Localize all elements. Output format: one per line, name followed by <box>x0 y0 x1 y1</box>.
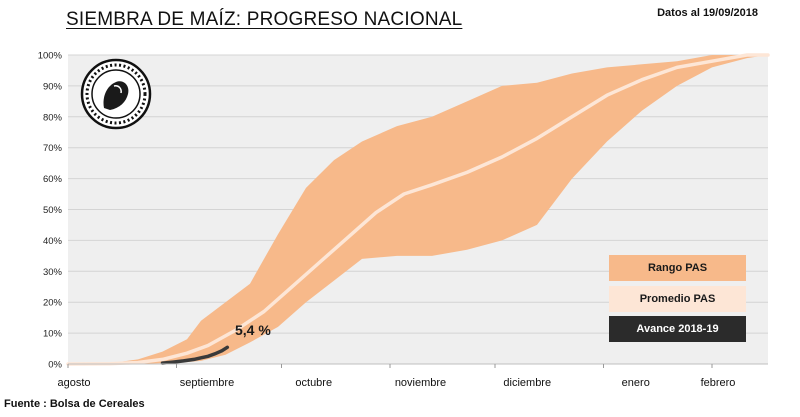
x-tick-label: octubre <box>295 377 332 389</box>
y-tick-label: 0% <box>48 360 62 371</box>
y-tick-label: 50% <box>43 205 63 216</box>
y-tick-label: 60% <box>43 174 63 185</box>
legend-avance-2018-19: Avance 2018-19 <box>609 316 746 342</box>
legend-promedio-pas: Promedio PAS <box>609 286 746 312</box>
x-tick-label: agosto <box>57 377 90 389</box>
y-tick-label: 100% <box>38 51 63 62</box>
x-tick-label: febrero <box>701 377 736 389</box>
x-axis-ticks: agosto septiembre octubre noviembre diciembr… <box>57 364 735 389</box>
data-date: Datos al 19/09/2018 <box>657 7 758 19</box>
x-tick-label: diciembre <box>503 377 551 389</box>
chart-title: SIEMBRA DE MAÍZ: PROGRESO NACIONAL <box>66 9 463 30</box>
y-tick-label: 30% <box>43 267 63 278</box>
series-rango-pas <box>68 55 768 364</box>
bolsa-de-cereales-logo <box>80 58 152 130</box>
y-tick-label: 40% <box>43 236 63 247</box>
y-tick-label: 80% <box>43 112 63 123</box>
y-tick-label: 90% <box>43 81 63 92</box>
x-tick-label: septiembre <box>180 377 234 389</box>
y-tick-label: 20% <box>43 298 63 309</box>
y-tick-label: 70% <box>43 143 63 154</box>
x-tick-label: enero <box>622 377 650 389</box>
series-promedio-pas <box>66 53 770 366</box>
y-axis-ticks: 0% 10% 20% 30% 40% 50% 60% 70% 80% 90% 100% <box>38 51 63 371</box>
y-tick-label: 10% <box>43 329 63 340</box>
current-progress-label: 5,4 % <box>235 322 271 338</box>
series-avance-2018-19 <box>160 345 230 365</box>
x-tick-label: noviembre <box>395 377 446 389</box>
source-note: Fuente : Bolsa de Cereales <box>4 398 145 410</box>
legend-rango-pas: Rango PAS <box>609 255 746 281</box>
